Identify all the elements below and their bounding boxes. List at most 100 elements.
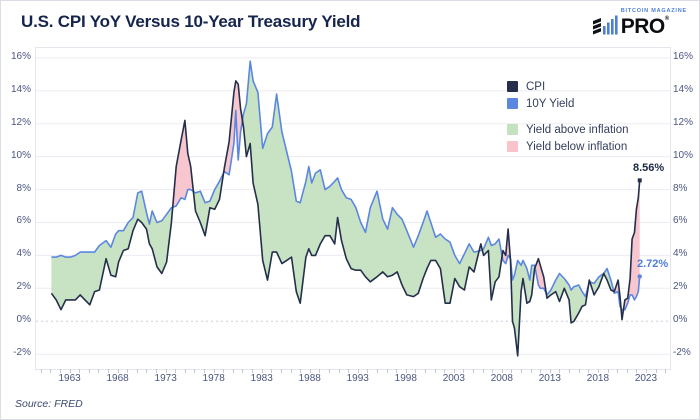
legend: CPI 10Y Yield Yield above inflation Yield b… (507, 78, 629, 155)
x-minor-tick (146, 369, 148, 373)
y-tick-label-right: -2% (673, 347, 691, 359)
fill-yield-above-inflation (51, 61, 624, 356)
bar-chart-logo-icon (592, 15, 618, 34)
x-minor-tick (98, 369, 100, 373)
x-minor-tick (463, 369, 465, 373)
y-tick-label-right: 16% (673, 50, 694, 62)
x-minor-tick (156, 369, 158, 373)
y-tick-label-right: 12% (673, 116, 694, 128)
legend-group-gap (507, 112, 629, 121)
registered-mark: ® (664, 15, 669, 22)
x-minor-tick (271, 369, 273, 373)
legend-item: Yield above inflation (507, 121, 629, 138)
x-minor-tick (482, 369, 484, 373)
legend-item: 10Y Yield (507, 95, 629, 112)
x-minor-tick (69, 369, 71, 373)
x-tick-label: 2013 (538, 373, 561, 384)
10y-yield-line (51, 60, 641, 311)
y-tick-label-left: -2% (13, 347, 31, 359)
x-minor-tick (415, 369, 417, 373)
x-minor-tick (501, 369, 503, 373)
logo-text: BITCOIN MAGAZINE PRO® (620, 8, 687, 38)
legend-item: Yield below inflation (507, 138, 629, 155)
x-minor-tick (40, 369, 42, 373)
x-minor-tick (348, 369, 350, 373)
legend-label: CPI (526, 80, 546, 93)
x-minor-tick (252, 369, 254, 373)
yield-end-annotation: 2.72% (637, 258, 669, 270)
x-minor-tick (492, 369, 494, 373)
y-tick-label-right: 2% (673, 281, 688, 293)
x-minor-tick (559, 369, 561, 373)
x-minor-tick (588, 369, 590, 373)
y-tick-label-left: 12% (10, 116, 31, 128)
x-minor-tick (578, 369, 580, 373)
x-minor-tick (626, 369, 628, 373)
x-minor-tick (636, 369, 638, 373)
x-minor-tick (88, 369, 90, 373)
x-tick-label: 1963 (58, 373, 81, 384)
y-tick-label-right: 10% (673, 149, 694, 161)
x-minor-tick (530, 369, 532, 373)
x-minor-tick (645, 369, 647, 373)
x-minor-tick (357, 369, 359, 373)
x-minor-tick (117, 369, 119, 373)
x-minor-tick (232, 369, 234, 373)
x-minor-tick (184, 369, 186, 373)
x-minor-tick (261, 369, 263, 373)
x-minor-tick (108, 369, 109, 373)
x-minor-tick (165, 369, 167, 373)
x-minor-tick (59, 369, 61, 373)
x-tick-label: 1968 (106, 373, 129, 384)
y-tick-label-left: 2% (16, 281, 31, 293)
y-tick-label-right: 8% (673, 182, 688, 194)
x-minor-tick (223, 369, 225, 373)
yield-end-marker (637, 274, 642, 279)
logo-wordmark-small: BITCOIN MAGAZINE (620, 8, 687, 14)
chart-canvas (36, 57, 670, 357)
source-note: Source: FRED (15, 398, 83, 410)
logo-wordmark-pro: PRO® (620, 14, 669, 38)
x-minor-tick (79, 369, 81, 373)
x-minor-tick (204, 369, 206, 373)
x-minor-tick (290, 369, 292, 373)
x-tick-label: 2023 (634, 373, 658, 384)
x-tick-label: 1993 (346, 373, 369, 384)
x-minor-tick (136, 369, 138, 373)
y-tick-label-left: 16% (10, 50, 31, 62)
x-minor-tick (280, 369, 282, 373)
x-tick-label: 2018 (586, 373, 610, 384)
cpi-end-annotation: 8.56% (633, 162, 665, 174)
x-minor-tick (309, 369, 311, 373)
bitcoin-magazine-pro-logo: BITCOIN MAGAZINE PRO® (592, 8, 687, 38)
x-minor-tick (50, 369, 52, 373)
x-tick-label: 1998 (394, 373, 417, 384)
y-tick-label-left: 4% (16, 248, 31, 260)
cpi-end-marker (637, 178, 642, 183)
x-minor-tick (569, 369, 571, 373)
x-minor-tick (597, 369, 599, 373)
x-minor-tick (213, 369, 215, 373)
x-minor-tick (405, 369, 407, 373)
page-title: U.S. CPI YoY Versus 10-Year Treasury Yie… (21, 12, 361, 31)
x-minor-tick (607, 369, 609, 373)
x-minor-tick (127, 369, 129, 373)
legend-label: Yield below inflation (526, 140, 628, 153)
x-minor-tick (338, 369, 340, 373)
x-minor-tick (328, 369, 330, 373)
x-minor-tick (367, 369, 369, 373)
x-minor-tick (521, 369, 523, 373)
legend-swatch-line (507, 81, 518, 92)
x-minor-tick (319, 369, 321, 373)
x-minor-tick (453, 369, 455, 373)
x-minor-tick (396, 369, 398, 373)
plot-area: CPI 10Y Yield Yield above inflation Yield b… (35, 47, 671, 370)
legend-swatch-fill (507, 124, 518, 135)
y-tick-label-right: 14% (673, 83, 694, 95)
legend-label: 10Y Yield (526, 97, 575, 110)
legend-swatch-fill (507, 141, 518, 152)
x-minor-tick (194, 369, 196, 373)
x-minor-tick (473, 369, 475, 373)
y-tick-label-left: 0% (16, 314, 31, 326)
